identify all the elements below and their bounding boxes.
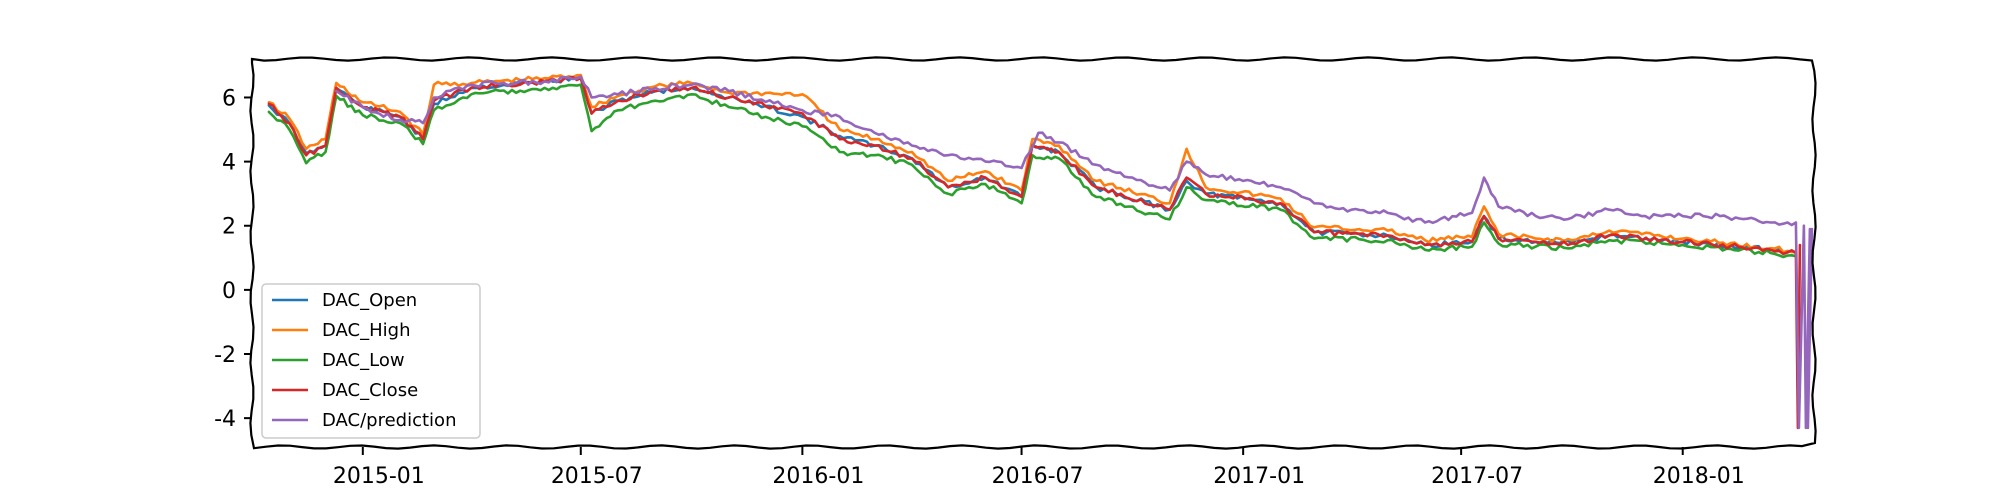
series-line-dac-low [267, 83, 1798, 259]
y-tick-label: -4 [214, 407, 236, 432]
y-tick-label: 0 [222, 279, 236, 304]
legend-label: DAC_Open [322, 290, 417, 311]
series-layer [267, 73, 1814, 430]
series-line-dac-high [267, 73, 1798, 254]
plot-frame [249, 56, 1817, 450]
x-tick-label: 2015-07 [551, 464, 643, 489]
axis-ticks: -4 -2 0 2 4 6 2015-01 2015-07 2016-01 2016-07 2017… [214, 86, 1745, 489]
x-tick-label: 2016-07 [992, 464, 1084, 489]
y-tick-label: -2 [214, 343, 236, 368]
x-tick-label: 2018-01 [1653, 464, 1745, 489]
x-tick-label: 2015-01 [333, 464, 425, 489]
series-line-dac-open [267, 76, 1798, 255]
legend-label: DAC_Low [322, 350, 405, 371]
x-tick-label: 2017-07 [1431, 464, 1523, 489]
legend-label: DAC_Close [322, 380, 418, 401]
y-tick-label: 4 [222, 151, 236, 176]
x-tick-label: 2016-01 [772, 464, 864, 489]
series-line-dac-prediction [335, 75, 1814, 430]
x-tick-label: 2017-01 [1213, 464, 1305, 489]
series-line-dac-close [267, 75, 1802, 430]
y-tick-label: 2 [222, 215, 236, 240]
legend-label: DAC/prediction [322, 410, 456, 431]
legend: DAC_Open DAC_High DAC_Low DAC_Close DAC/pred… [261, 283, 481, 439]
legend-label: DAC_High [322, 320, 410, 341]
legend-box [261, 283, 481, 439]
y-tick-label: 6 [222, 86, 236, 111]
